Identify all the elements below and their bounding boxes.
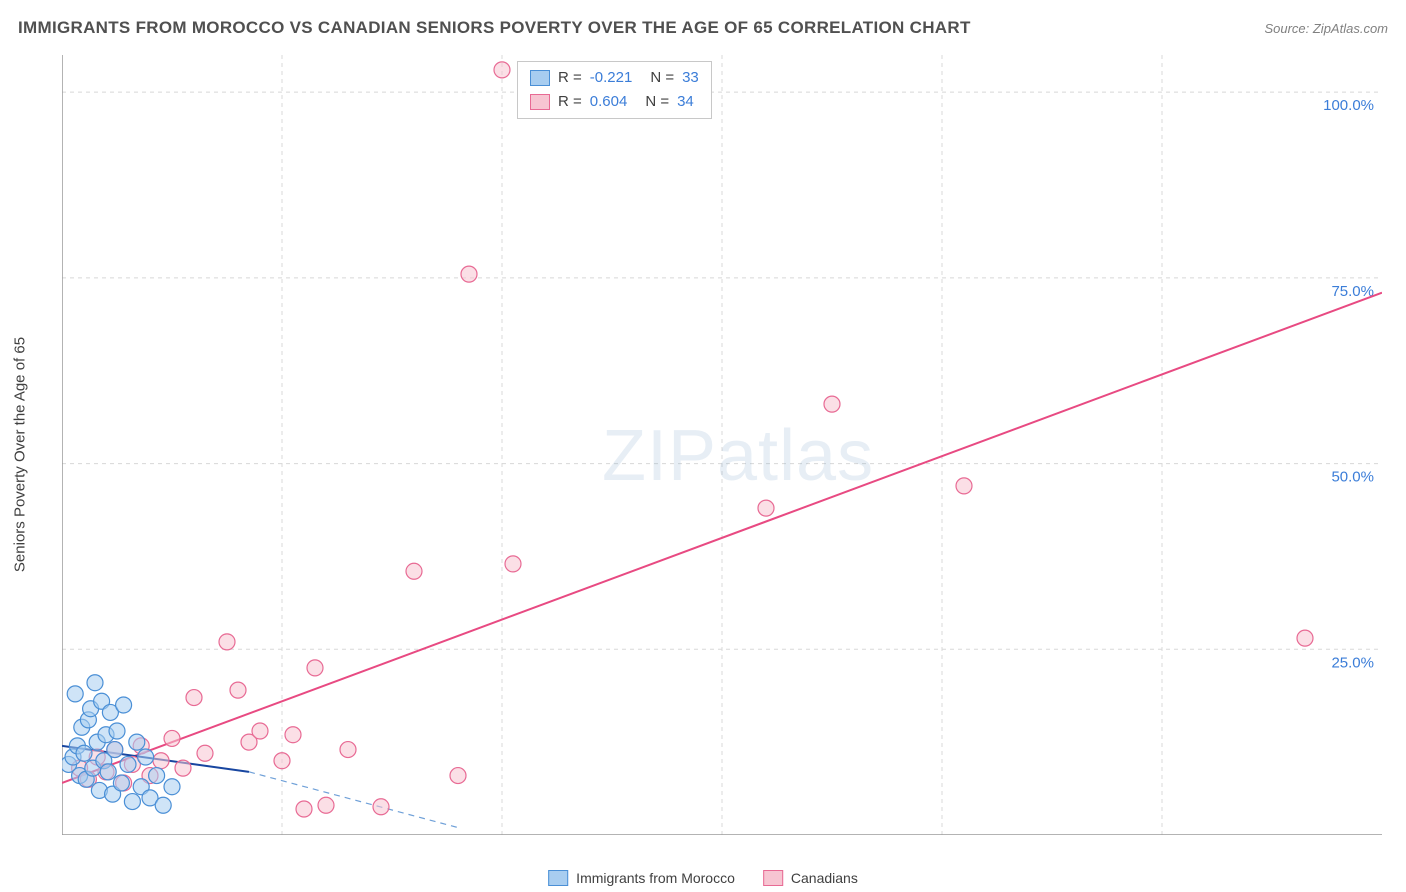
correlation-row-morocco: R = -0.221 N = 33 xyxy=(530,66,699,90)
source-attribution: Source: ZipAtlas.com xyxy=(1264,21,1388,36)
corr-swatch xyxy=(530,94,550,110)
corr-n-value: 33 xyxy=(682,66,699,90)
corr-n-value: 34 xyxy=(677,90,694,114)
legend-swatch xyxy=(763,870,783,886)
corr-r-label: R = xyxy=(558,66,582,90)
corr-n-label: N = xyxy=(645,90,669,114)
scatter-chart-svg: 25.0%50.0%75.0%100.0%0.0%60.0% xyxy=(62,55,1382,835)
corr-r-value: 0.604 xyxy=(590,90,628,114)
legend-item-canadians: Canadians xyxy=(763,870,858,886)
legend-label: Canadians xyxy=(791,870,858,886)
chart-title: IMMIGRANTS FROM MOROCCO VS CANADIAN SENI… xyxy=(18,18,971,38)
corr-r-label: R = xyxy=(558,90,582,114)
legend-item-morocco: Immigrants from Morocco xyxy=(548,870,735,886)
correlation-legend-box: R = -0.221 N = 33R = 0.604 N = 34 xyxy=(517,61,712,119)
y-axis-label: Seniors Poverty Over the Age of 65 xyxy=(12,337,29,572)
corr-n-label: N = xyxy=(650,66,674,90)
chart-header: IMMIGRANTS FROM MOROCCO VS CANADIAN SENI… xyxy=(18,18,1388,38)
svg-text:50.0%: 50.0% xyxy=(1331,469,1374,486)
svg-text:25.0%: 25.0% xyxy=(1331,654,1374,671)
svg-text:100.0%: 100.0% xyxy=(1323,97,1374,114)
corr-swatch xyxy=(530,70,550,86)
legend-swatch xyxy=(548,870,568,886)
chart-area: 25.0%50.0%75.0%100.0%0.0%60.0% R = -0.22… xyxy=(62,55,1382,835)
correlation-row-canadians: R = 0.604 N = 34 xyxy=(530,90,699,114)
legend-label: Immigrants from Morocco xyxy=(576,870,735,886)
corr-r-value: -0.221 xyxy=(590,66,633,90)
series-legend: Immigrants from Morocco Canadians xyxy=(548,870,858,886)
